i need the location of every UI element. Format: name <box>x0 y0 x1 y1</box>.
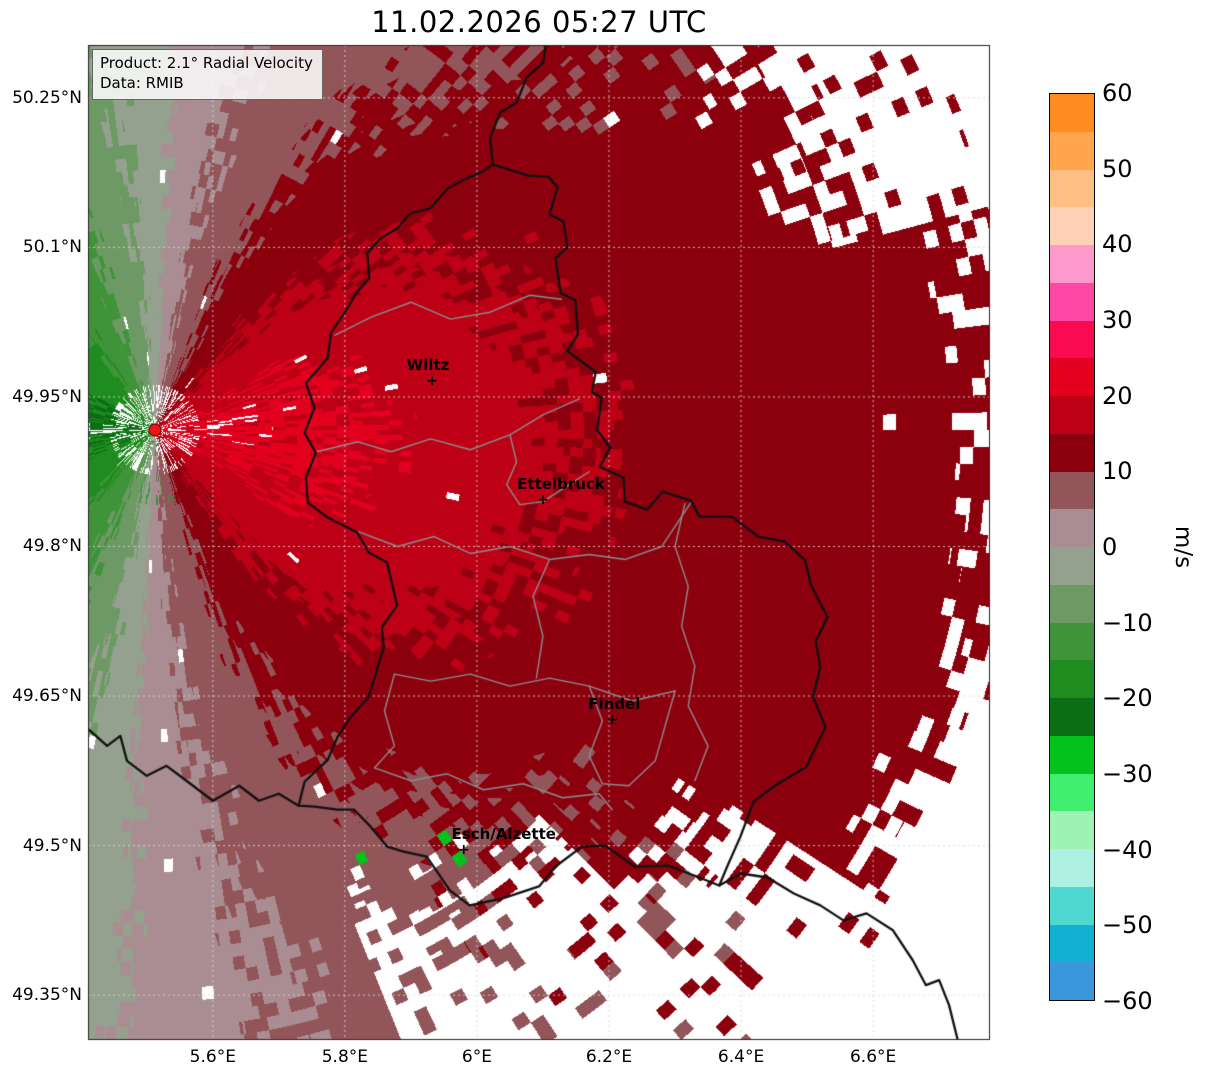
y-tick-label: 49.5°N <box>22 835 82 856</box>
y-tick-label: 49.95°N <box>12 386 82 407</box>
y-tick-label: 49.35°N <box>12 985 82 1006</box>
y-tick-label: 49.65°N <box>12 686 82 707</box>
colorbar-band <box>1050 320 1094 359</box>
x-tick-label: 6°E <box>461 1047 492 1067</box>
city-label-esch-alzette: Esch/Alzette <box>451 824 556 843</box>
colorbar-band <box>1050 698 1094 736</box>
colorbar-tick-label: 20 <box>1102 381 1133 410</box>
colorbar-tick-label: −50 <box>1102 911 1153 940</box>
colorbar-tick-label: 30 <box>1102 306 1133 334</box>
colorbar-band <box>1050 622 1094 661</box>
x-tick-label: 6.4°E <box>717 1047 765 1067</box>
x-tick-label: 6.6°E <box>849 1047 897 1067</box>
colorbar-band <box>1050 131 1094 170</box>
colorbar-band <box>1050 924 1094 963</box>
chart-title: 11.02.2026 05:27 UTC <box>371 5 707 39</box>
colorbar <box>1049 93 1095 1001</box>
city-marker: + <box>606 711 619 728</box>
city-label-ettelbruck: Ettelbruck <box>517 474 605 493</box>
colorbar-band <box>1050 509 1094 547</box>
colorbar-band <box>1050 433 1094 472</box>
colorbar-tick-label: −40 <box>1102 835 1153 864</box>
colorbar-band <box>1050 962 1094 1000</box>
colorbar-band <box>1050 207 1094 245</box>
colorbar-tick-label: −30 <box>1102 760 1153 788</box>
x-tick-label: 5.8°E <box>321 1047 368 1067</box>
colorbar-band <box>1050 282 1094 321</box>
y-tick-label: 50.25°N <box>12 87 82 108</box>
x-tick-label: 5.6°E <box>189 1047 236 1067</box>
colorbar-band <box>1050 886 1094 925</box>
colorbar-band <box>1050 547 1094 585</box>
colorbar-tick-label: 50 <box>1102 154 1133 183</box>
x-tick-label: 6.2°E <box>585 1047 633 1067</box>
colorbar-tick-label: 60 <box>1102 79 1133 107</box>
colorbar-tick-label: −20 <box>1102 684 1153 713</box>
colorbar-band <box>1050 358 1094 396</box>
city-label-wiltz: Wiltz <box>406 355 450 374</box>
data-source-label: Data: RMIB <box>100 74 184 93</box>
colorbar-tick-label: −60 <box>1102 987 1153 1015</box>
city-marker: + <box>457 841 470 858</box>
colorbar-band <box>1050 849 1094 887</box>
product-info-box: Product: 2.1° Radial Velocity Data: RMIB <box>92 49 323 100</box>
colorbar-band <box>1050 811 1094 849</box>
radar-site-marker <box>148 423 162 437</box>
colorbar-band <box>1050 471 1094 510</box>
city-marker: + <box>426 372 438 389</box>
colorbar-band <box>1050 94 1094 132</box>
y-tick-label: 49.8°N <box>22 536 82 557</box>
y-tick-label: 50.1°N <box>22 237 82 258</box>
colorbar-tick-label: 40 <box>1102 230 1133 259</box>
city-label-findel: Findel <box>588 694 641 713</box>
colorbar-band <box>1050 584 1094 623</box>
colorbar-unit-label: m/s <box>1170 525 1196 569</box>
colorbar-band <box>1050 660 1094 698</box>
colorbar-band <box>1050 773 1094 812</box>
product-label: Product: 2.1° Radial Velocity <box>100 54 313 72</box>
colorbar-band <box>1050 245 1094 283</box>
colorbar-tick-label: 10 <box>1102 457 1133 486</box>
colorbar-tick-label: −10 <box>1102 608 1153 637</box>
colorbar-band <box>1050 735 1094 774</box>
city-marker: + <box>537 491 549 508</box>
colorbar-band <box>1050 169 1094 208</box>
colorbar-band <box>1050 396 1094 434</box>
colorbar-tick-label: 0 <box>1102 533 1118 561</box>
